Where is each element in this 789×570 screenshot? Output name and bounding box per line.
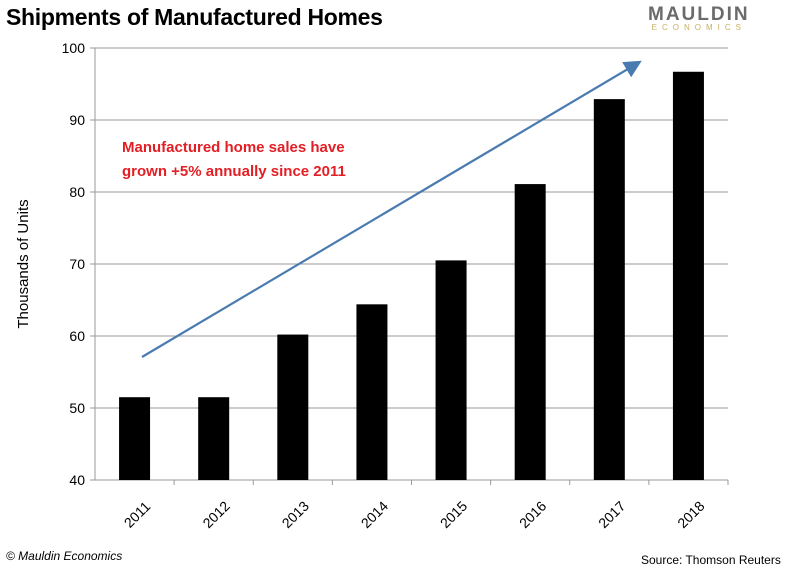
source-note: Source: Thomson Reuters — [641, 553, 781, 567]
y-axis-label: Thousands of Units — [15, 199, 32, 328]
mauldin-logo: MAULDIN ECONOMICS — [648, 4, 750, 32]
x-tick-label: 2013 — [279, 498, 312, 531]
logo-line2: ECONOMICS — [651, 23, 746, 32]
x-tick-label: 2015 — [437, 498, 470, 531]
y-tick-label: 60 — [69, 328, 85, 344]
copyright-note: © Mauldin Economics — [6, 549, 123, 563]
chart-title: Shipments of Manufactured Homes — [6, 4, 383, 30]
y-tick-label: 70 — [69, 256, 85, 272]
bar-2016 — [514, 184, 546, 480]
x-tick-label: 2012 — [199, 498, 232, 531]
trend-arrow — [141, 60, 642, 358]
bar-2013 — [277, 334, 309, 480]
logo-line1: MAULDIN — [648, 4, 750, 25]
x-tick-label: 2014 — [358, 498, 391, 531]
y-tick-label: 80 — [69, 184, 85, 200]
x-tick-label: 2016 — [516, 498, 549, 531]
x-tick-label: 2011 — [121, 498, 154, 531]
bar-2012 — [198, 397, 230, 480]
bar-2011 — [119, 397, 151, 480]
bar-2015 — [435, 260, 467, 480]
bar-2017 — [593, 99, 625, 481]
y-tick-label: 100 — [62, 40, 86, 56]
x-tick-label: 2018 — [674, 498, 707, 531]
annotation-line: Manufactured home sales have — [122, 139, 345, 156]
bar-2014 — [356, 304, 388, 480]
y-tick-label: 50 — [69, 400, 85, 416]
x-tick-label: 2017 — [595, 498, 628, 531]
y-tick-label: 40 — [69, 472, 85, 488]
bar-2018 — [672, 71, 704, 480]
y-tick-label: 90 — [69, 112, 85, 128]
annotation-line: grown +5% annually since 2011 — [122, 163, 346, 180]
